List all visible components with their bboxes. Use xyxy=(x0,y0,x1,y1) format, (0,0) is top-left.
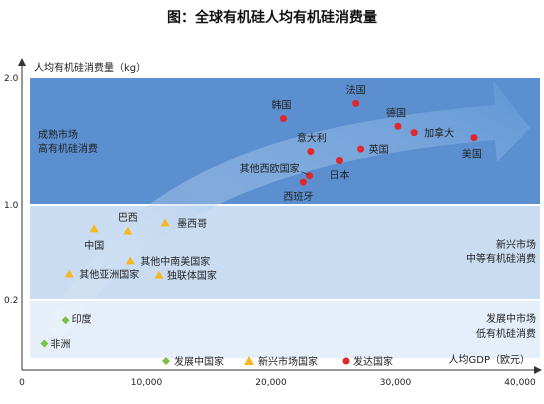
data-point-circle xyxy=(307,148,315,156)
zone-developing-band xyxy=(30,300,540,358)
data-point-circle xyxy=(335,157,343,165)
svg-text:发展中市场: 发展中市场 xyxy=(486,312,536,325)
data-point-circle xyxy=(279,115,287,123)
data-label: 独联体国家 xyxy=(167,269,217,282)
data-label: 韩国 xyxy=(271,99,291,112)
data-points xyxy=(40,99,478,348)
data-point-circle xyxy=(357,145,365,153)
data-point-circle xyxy=(299,178,307,186)
x-tick-label: 20,000 xyxy=(255,378,287,388)
data-point-triangle xyxy=(125,256,135,265)
legend-triangle-icon xyxy=(244,356,254,365)
data-point-circle xyxy=(394,122,402,130)
data-point-circle xyxy=(470,134,478,142)
svg-text:中等有机硅消费: 中等有机硅消费 xyxy=(466,252,536,265)
svg-text:新兴市场: 新兴市场 xyxy=(496,238,536,251)
y-tick-label: 1.0 xyxy=(4,201,19,211)
chart-title: 图：全球有机硅人均有机硅消费量 xyxy=(167,9,377,26)
leader-line xyxy=(301,171,309,176)
data-label: 加拿大 xyxy=(424,127,454,140)
zone-developing-label: 发展中市场 低有机硅消费 xyxy=(476,312,536,340)
legend: 发展中国家 新兴市场国家 发达国家 xyxy=(162,355,393,368)
axis-ticks: 0 10,000 20,000 30,000 40,000 0.2 1.0 2.0 xyxy=(4,74,536,388)
legend-diamond-icon xyxy=(162,357,170,365)
data-label: 其他中南美国家 xyxy=(140,255,210,268)
data-point-diamond xyxy=(61,316,70,325)
data-label: 印度 xyxy=(72,312,92,325)
data-label: 巴西 xyxy=(118,212,138,224)
legend-developed: 发达国家 xyxy=(353,355,393,368)
zone-emerging-label: 新兴市场 中等有机硅消费 xyxy=(466,238,536,265)
x-tick-label: 10,000 xyxy=(131,378,163,388)
trend-arrow xyxy=(45,80,530,340)
data-label: 西班牙 xyxy=(283,191,313,203)
svg-text:低有机硅消费: 低有机硅消费 xyxy=(476,327,536,340)
data-point-triangle xyxy=(154,270,164,279)
data-label: 其他西欧国家 xyxy=(240,162,300,175)
legend-emerging: 新兴市场国家 xyxy=(258,355,318,368)
data-label: 非洲 xyxy=(50,339,70,351)
x-axis-label: 人均GDP（欧元） xyxy=(449,354,530,366)
y-tick-label: 0.2 xyxy=(4,296,18,306)
data-point-triangle xyxy=(64,269,74,278)
data-label: 法国 xyxy=(346,83,366,96)
data-point-triangle xyxy=(89,224,99,233)
data-label: 德国 xyxy=(386,106,406,119)
data-label: 意大利 xyxy=(297,132,327,145)
data-point-triangle xyxy=(160,218,170,227)
y-axis-label: 人均有机硅消费量（kg） xyxy=(34,61,146,74)
data-label: 中国 xyxy=(84,239,104,252)
data-point-circle xyxy=(410,129,418,137)
data-label: 日本 xyxy=(329,169,349,182)
x-tick-label: 0 xyxy=(19,378,25,388)
legend-developing: 发展中国家 xyxy=(174,355,224,368)
data-point-circle xyxy=(306,172,314,180)
data-label: 其他亚洲国家 xyxy=(79,268,139,281)
data-point-diamond xyxy=(40,339,49,348)
y-tick-label: 2.0 xyxy=(4,74,19,84)
data-label: 英国 xyxy=(369,143,389,156)
data-point-circle xyxy=(352,99,360,107)
data-point-triangle xyxy=(123,226,133,235)
x-tick-label: 40,000 xyxy=(504,378,536,388)
data-label: 美国 xyxy=(462,148,482,161)
svg-text:成熟市场: 成熟市场 xyxy=(38,128,78,141)
svg-text:高有机硅消费: 高有机硅消费 xyxy=(38,142,98,155)
data-label: 墨西哥 xyxy=(177,218,207,230)
zone-mature-label: 成熟市场 高有机硅消费 xyxy=(38,128,98,155)
legend-circle-icon xyxy=(342,357,350,365)
x-tick-label: 30,000 xyxy=(380,378,412,388)
